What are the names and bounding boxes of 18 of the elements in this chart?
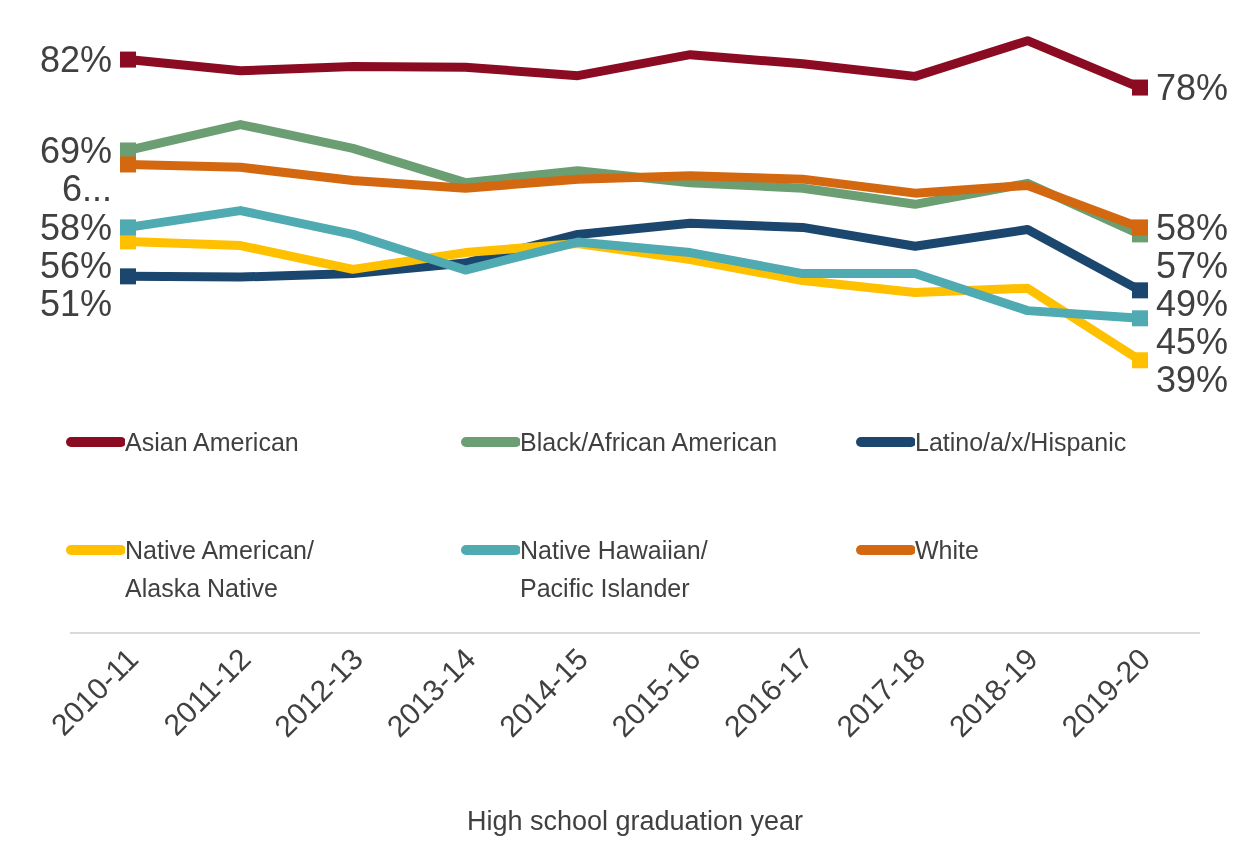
point	[1132, 352, 1148, 369]
point	[1132, 219, 1148, 236]
x-axis-title: High school graduation year	[466, 806, 804, 836]
point	[120, 268, 136, 285]
point	[1132, 282, 1148, 299]
legend-label: Latino/a/x/Hispanic	[915, 427, 1127, 458]
point	[120, 51, 136, 68]
legend-label: Native American/ Alaska Native	[125, 535, 315, 604]
legend-label: Black/African American	[520, 427, 778, 458]
point	[120, 156, 136, 173]
data-label: 78%	[1156, 67, 1229, 109]
point	[120, 219, 136, 236]
data-label: 82%	[39, 39, 112, 81]
point	[1132, 79, 1148, 96]
point	[1132, 310, 1148, 327]
legend-label: White	[915, 535, 979, 566]
legend-label: Native Hawaiian/ Pacific Islander	[520, 535, 709, 604]
legend-label: Asian American	[125, 427, 299, 458]
